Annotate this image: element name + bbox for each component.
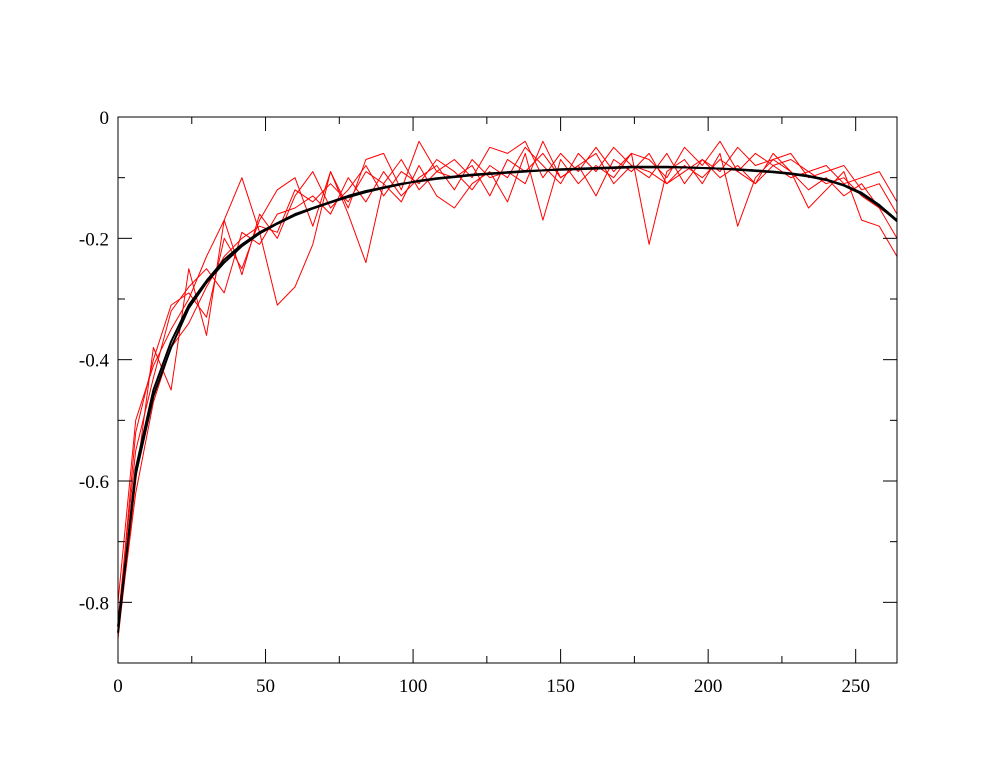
x-tick-label: 250 [841, 676, 870, 697]
noisy-series-line-3 [117, 140, 898, 621]
x-tick-label: 200 [694, 676, 723, 697]
x-tick-label: 0 [113, 676, 123, 697]
y-tick-label: 0 [100, 108, 110, 129]
x-tick-label: 150 [546, 676, 575, 697]
axis-layer: 0 50 100 150 200 250 0 -0.2 -0.4 -0.6 -0.8 [79, 108, 897, 697]
y-tick-label: -0.2 [79, 229, 109, 250]
noisy-series-line-4 [117, 152, 898, 633]
noisy-series-line-1 [117, 152, 898, 639]
x-tick-label: 50 [256, 676, 275, 697]
x-tick-label: 100 [399, 676, 428, 697]
plot-frame [117, 116, 898, 664]
y-tick-label: -0.4 [79, 351, 110, 372]
noisy-series-line-2 [117, 146, 898, 603]
smooth-series-line-6 [117, 165, 898, 627]
y-tick-label: -0.8 [79, 593, 109, 614]
series-layer [117, 140, 898, 639]
y-tick-label: -0.6 [79, 472, 109, 493]
smooth-series-line-5 [117, 166, 898, 633]
noisy-series-line-0 [117, 140, 898, 627]
